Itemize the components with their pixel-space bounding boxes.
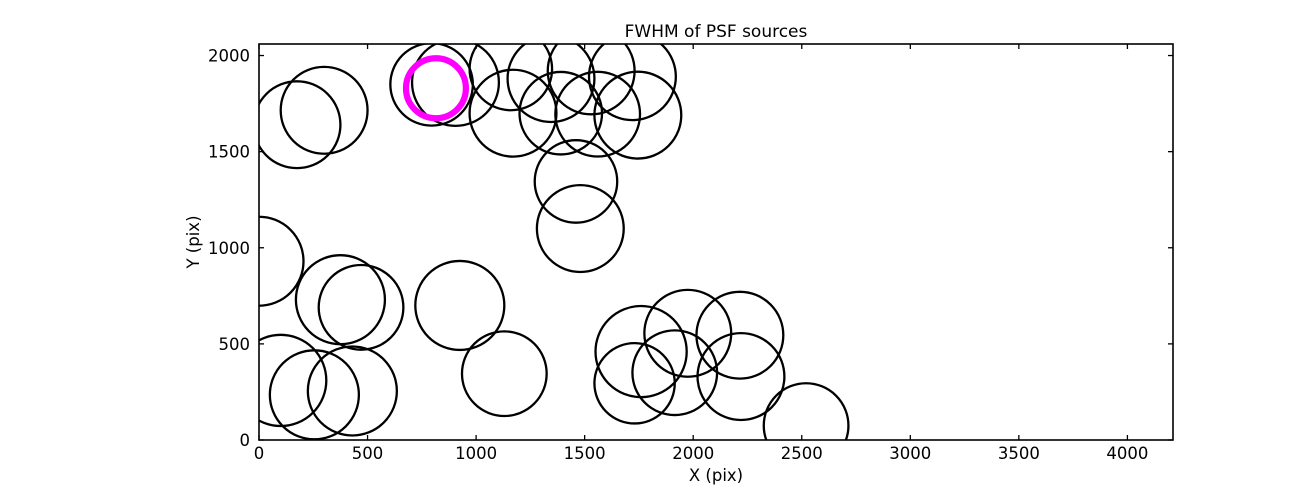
x-tick-label: 1000 <box>455 444 497 463</box>
y-tick-label: 1500 <box>208 143 250 162</box>
psf-source-circle[interactable] <box>468 28 554 112</box>
psf-source-circle[interactable] <box>279 65 369 155</box>
psf-source-circle[interactable] <box>695 290 785 380</box>
psf-source-circle[interactable] <box>235 333 328 428</box>
x-tick-label: 500 <box>352 444 384 463</box>
x-tick-label: 1500 <box>564 444 606 463</box>
psf-source-circle[interactable] <box>506 35 596 124</box>
psf-source-circle[interactable] <box>593 341 676 425</box>
psf-source-circle[interactable] <box>593 70 683 160</box>
y-tick-label: 0 <box>240 431 251 450</box>
x-tick-label: 3500 <box>998 444 1040 463</box>
psf-source-circle[interactable] <box>306 345 399 437</box>
x-tick-label: 2500 <box>781 444 823 463</box>
psf-source-circle[interactable] <box>410 39 501 128</box>
y-tick-label: 500 <box>219 335 251 354</box>
y-axis-ticks: 0 500 1000 1500 2000 <box>208 47 1173 450</box>
psf-source-circle[interactable] <box>696 331 786 422</box>
psf-source-circle[interactable] <box>254 80 342 170</box>
source-circles-layer <box>235 28 850 468</box>
psf-source-circle[interactable] <box>414 259 506 352</box>
psf-source-circle[interactable] <box>460 330 548 418</box>
psf-source-circle[interactable] <box>587 33 677 122</box>
x-tick-label: 0 <box>254 444 265 463</box>
axes-frame <box>258 43 1174 441</box>
psf-source-circle[interactable] <box>533 139 619 224</box>
y-axis-label: Y (pix) <box>184 215 203 269</box>
x-axis-ticks: 0 500 1000 1500 2000 2500 3000 3500 4000 <box>254 44 1148 463</box>
x-axis-label: X (pix) <box>689 466 743 485</box>
psf-source-circle[interactable] <box>317 263 405 351</box>
x-tick-label: 4000 <box>1106 444 1148 463</box>
selected-source-circle[interactable] <box>402 55 469 122</box>
y-tick-label: 2000 <box>208 47 250 66</box>
x-tick-label: 2000 <box>672 444 714 463</box>
chart-title: FWHM of PSF sources <box>625 22 808 42</box>
psf-source-circle[interactable] <box>535 183 625 274</box>
psf-source-circle[interactable] <box>762 382 850 468</box>
psf-source-circle[interactable] <box>554 70 642 158</box>
x-tick-label: 3000 <box>889 444 931 463</box>
y-tick-label: 1000 <box>208 239 250 258</box>
